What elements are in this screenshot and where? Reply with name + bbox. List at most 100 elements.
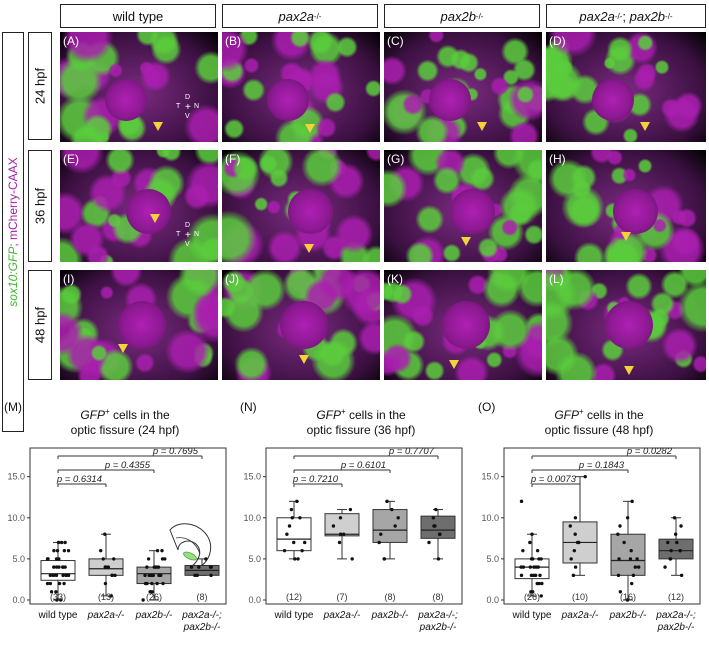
side-label: sox10:GFP; mCherry-CAAX xyxy=(6,157,20,306)
timepoint-label-24: 24 hpf xyxy=(28,32,52,140)
category-label: wild type xyxy=(274,610,314,621)
header-sup-2: -/- xyxy=(665,11,673,21)
header-gene: pax2a xyxy=(278,8,314,24)
panel-letter: (H) xyxy=(549,152,566,166)
data-point xyxy=(679,573,684,578)
data-point xyxy=(529,573,534,578)
data-point xyxy=(57,581,62,586)
panel-letter: (J) xyxy=(225,272,239,286)
lens xyxy=(126,189,171,234)
data-point xyxy=(195,573,199,578)
data-point xyxy=(666,540,670,545)
data-point xyxy=(537,581,541,586)
data-point xyxy=(672,516,677,520)
data-point xyxy=(58,598,63,602)
panel-letter: (G) xyxy=(387,152,405,166)
data-point xyxy=(625,516,630,520)
microscopy-panel: (F) xyxy=(222,150,380,262)
microscopy-panel: (K) xyxy=(384,270,542,380)
data-point xyxy=(150,590,154,594)
data-point xyxy=(59,540,64,545)
data-point xyxy=(287,524,292,528)
sample-size: (12) xyxy=(286,592,302,602)
data-point xyxy=(66,548,71,553)
inset-eye-inner xyxy=(175,537,201,555)
category-label: pax2a-/- xyxy=(561,610,599,621)
title-gene: GFP xyxy=(554,408,579,422)
y-tick-label: 10.0 xyxy=(7,513,25,523)
sample-size: (26) xyxy=(524,592,540,602)
sample-size: (26) xyxy=(146,592,162,602)
pvalue-label: p = 0.0073 xyxy=(530,474,577,485)
data-point xyxy=(528,540,532,545)
panel-letter: (C) xyxy=(387,34,404,48)
data-point xyxy=(636,565,641,569)
data-point xyxy=(427,540,431,545)
orientation-compass: D V T N + xyxy=(176,94,200,120)
pvalue-label: p = 0.6101 xyxy=(340,460,386,471)
lens xyxy=(592,79,635,122)
panel-letter: (I) xyxy=(63,272,75,286)
pvalue-label: p = 0.6314 xyxy=(56,474,102,485)
optic-fissure-arrowhead xyxy=(299,355,310,365)
microscopy-panel: (L) xyxy=(546,270,706,380)
category-label: pax2a-/-; xyxy=(181,610,222,621)
compass-d: D xyxy=(185,94,191,101)
data-point xyxy=(539,594,543,598)
data-point xyxy=(628,557,633,561)
title-rest: cells in the xyxy=(345,408,406,422)
category-label: wild type xyxy=(512,610,552,621)
data-point xyxy=(629,548,633,553)
column-header-wild-type: wild type xyxy=(60,4,216,28)
plot-letter: (O) xyxy=(478,400,496,414)
data-point xyxy=(679,524,683,528)
data-point xyxy=(337,540,342,545)
data-point xyxy=(110,573,114,578)
data-point xyxy=(141,598,145,602)
lens xyxy=(267,79,310,122)
optic-fissure-arrowhead xyxy=(149,214,160,224)
data-point xyxy=(539,557,543,561)
panel-letter: (E) xyxy=(63,152,79,166)
header-text: wild type xyxy=(112,8,164,24)
y-tick-label: 5.0 xyxy=(12,554,25,564)
data-point xyxy=(155,548,160,553)
data-point xyxy=(540,581,544,586)
column-header-double-mutant: pax2a -/-; pax2b -/- xyxy=(546,4,706,28)
microscopy-panel: (H) xyxy=(546,150,706,262)
plot-frame xyxy=(503,447,701,605)
data-point xyxy=(103,581,108,586)
data-point xyxy=(617,557,621,561)
box xyxy=(420,515,456,539)
panel-letter: (B) xyxy=(225,34,241,48)
optic-fissure-arrowhead xyxy=(303,243,314,253)
y-tick-label: 0.0 xyxy=(12,595,25,605)
y-tick-label: 10.0 xyxy=(243,513,261,523)
compass-t: T xyxy=(176,103,181,110)
data-point xyxy=(519,573,524,578)
data-point xyxy=(300,548,304,553)
data-point xyxy=(630,581,634,586)
column-header-pax2a: pax2a -/- xyxy=(222,4,378,28)
data-point xyxy=(66,573,71,578)
compass-cross: + xyxy=(185,230,191,241)
side-label-box: sox10:GFP; mCherry-CAAX xyxy=(2,32,24,432)
data-point xyxy=(112,557,116,561)
y-tick-label: 5.0 xyxy=(248,554,261,564)
data-point xyxy=(534,573,538,578)
data-point xyxy=(331,524,336,528)
data-point xyxy=(668,557,673,561)
data-point xyxy=(159,573,163,578)
sample-size: (16) xyxy=(620,592,636,602)
header-sup: -/- xyxy=(475,11,484,21)
optic-fissure-arrowhead xyxy=(621,232,631,242)
lens xyxy=(288,189,333,234)
pvalue-label: p = 0.4355 xyxy=(104,460,151,471)
lens xyxy=(117,300,167,350)
data-point xyxy=(385,499,389,504)
title-sup: + xyxy=(104,407,110,416)
data-point xyxy=(434,507,438,512)
timepoint-text: 36 hpf xyxy=(32,187,48,225)
data-point xyxy=(147,573,151,578)
pvalue-label: p = 0.0282 xyxy=(626,446,673,457)
